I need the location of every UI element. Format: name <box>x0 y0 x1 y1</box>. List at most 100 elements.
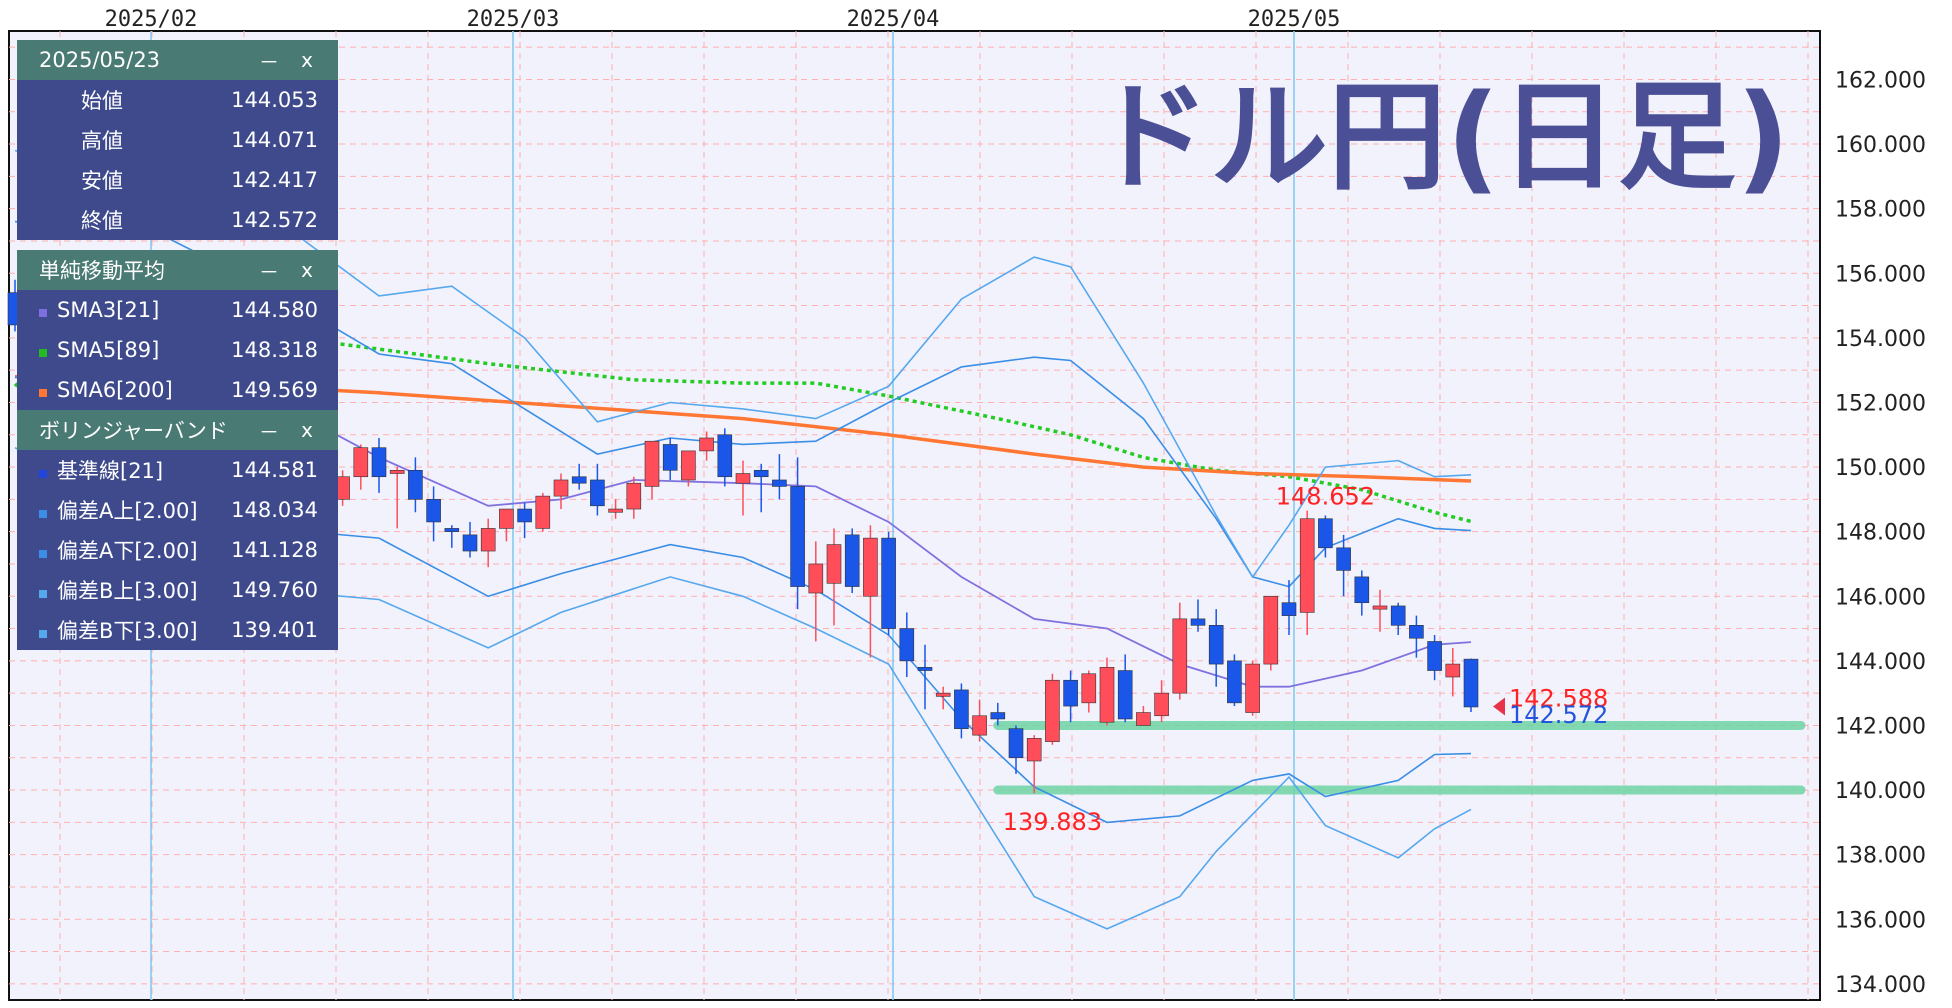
legend-swatch <box>39 550 47 558</box>
candle-body <box>826 544 842 584</box>
row-label: SMA5[89] <box>57 338 160 362</box>
y-tick-label: 160.000 <box>1835 133 1926 158</box>
candle <box>681 450 696 487</box>
candle-body <box>389 469 405 474</box>
candle <box>662 437 678 480</box>
panel-row: 偏差A下[2.00] 141.128 <box>17 530 338 570</box>
row-label: 始値 <box>81 89 123 113</box>
candle-body <box>1172 618 1188 694</box>
candle <box>1281 580 1297 636</box>
candle-body <box>863 537 878 597</box>
price-mark: 142.588 <box>1509 684 1608 712</box>
candle-body <box>1354 576 1370 604</box>
x-tick-label: 2025/02 <box>105 7 198 32</box>
candle <box>1154 680 1169 723</box>
candle <box>844 528 860 594</box>
candle-body <box>935 692 951 697</box>
minimize-button[interactable]: － <box>259 259 279 284</box>
legend-swatch <box>39 349 47 357</box>
close-button[interactable]: x <box>301 258 313 282</box>
candle <box>480 518 496 568</box>
candle <box>499 508 514 542</box>
candle <box>1026 735 1042 794</box>
series-line <box>14 149 1472 579</box>
candle-body <box>662 444 678 471</box>
legend-swatch <box>39 389 47 397</box>
candle <box>1445 647 1461 697</box>
row-value: 144.053 <box>231 88 318 112</box>
candle <box>881 531 896 636</box>
candle <box>1117 654 1133 723</box>
row-label: 偏差A下[2.00] <box>57 539 198 563</box>
candle <box>1463 658 1479 712</box>
panel-row: SMA6[200] 149.569 <box>17 370 338 410</box>
x-tick-label: 2025/05 <box>1248 7 1341 32</box>
candle <box>426 486 441 542</box>
panel-row: 偏差B上[3.00] 149.760 <box>17 570 338 610</box>
candle-body <box>681 450 696 481</box>
row-value: 148.318 <box>231 338 318 362</box>
panel-row: SMA3[21] 144.580 <box>17 290 338 330</box>
candle-body <box>790 486 805 587</box>
chart-title: ドル円(日足) <box>1092 68 1790 206</box>
candle <box>1099 657 1115 726</box>
candle <box>1245 660 1260 716</box>
candle-body <box>917 667 933 671</box>
sma-panel-header: 単純移動平均 － x <box>17 250 338 290</box>
row-value: 148.034 <box>231 498 318 522</box>
candle-body <box>1117 670 1133 720</box>
y-tick-label: 146.000 <box>1835 585 1926 610</box>
candle-body <box>1063 679 1078 707</box>
bollinger-panel: ボリンジャーバンド － x 基準線[21] 144.581 偏差A上[2.00] 14… <box>17 410 338 650</box>
close-button[interactable]: x <box>301 48 313 72</box>
bollinger-panel-header: ボリンジャーバンド － x <box>17 410 338 450</box>
panel-row: 安値 142.417 <box>17 160 338 200</box>
y-tick-label: 138.000 <box>1835 844 1926 869</box>
candle <box>1227 654 1242 707</box>
y-tick-label: 162.000 <box>1835 68 1926 93</box>
panel-row: 始値 144.053 <box>17 80 338 120</box>
candle <box>335 470 350 506</box>
candle <box>1318 515 1333 558</box>
price-annotation: 148.652 <box>1276 483 1375 511</box>
close-button[interactable]: x <box>301 418 313 442</box>
row-label: 高値 <box>81 129 123 153</box>
series-line <box>14 446 1472 930</box>
row-label: 偏差A上[2.00] <box>57 499 198 523</box>
candle <box>826 528 842 626</box>
candle-body <box>1154 692 1169 717</box>
candle-body <box>1190 618 1206 626</box>
candle-body <box>444 528 460 532</box>
candle <box>462 521 478 558</box>
candle <box>517 502 532 539</box>
candle <box>954 683 969 739</box>
candle-body <box>480 528 496 552</box>
candle-body <box>499 508 514 529</box>
candle-body <box>699 437 714 452</box>
candle-body <box>553 479 569 497</box>
row-value: 149.760 <box>231 578 318 602</box>
candle <box>699 431 714 461</box>
candle <box>935 686 951 710</box>
candle-body <box>1281 602 1297 616</box>
row-label: 偏差B下[3.00] <box>57 619 198 643</box>
candle <box>753 463 769 513</box>
candle-body <box>1336 547 1351 571</box>
row-value: 142.572 <box>231 208 318 232</box>
row-value: 139.401 <box>231 618 318 642</box>
candle <box>444 525 460 548</box>
sma-panel: 単純移動平均 － x SMA3[21] 144.580 SMA5[89] 148.31… <box>17 250 338 410</box>
minimize-button[interactable]: － <box>259 49 279 74</box>
candle <box>389 467 405 529</box>
candle-body <box>1299 518 1315 613</box>
candle-body <box>753 469 769 478</box>
row-value: 142.417 <box>231 168 318 192</box>
candle <box>408 457 423 513</box>
candle <box>535 492 551 532</box>
y-tick-label: 158.000 <box>1835 198 1926 223</box>
candle-body <box>1136 712 1151 726</box>
minimize-button[interactable]: － <box>259 419 279 444</box>
row-label: 安値 <box>81 169 123 193</box>
candle <box>735 460 751 516</box>
candle <box>790 457 805 610</box>
